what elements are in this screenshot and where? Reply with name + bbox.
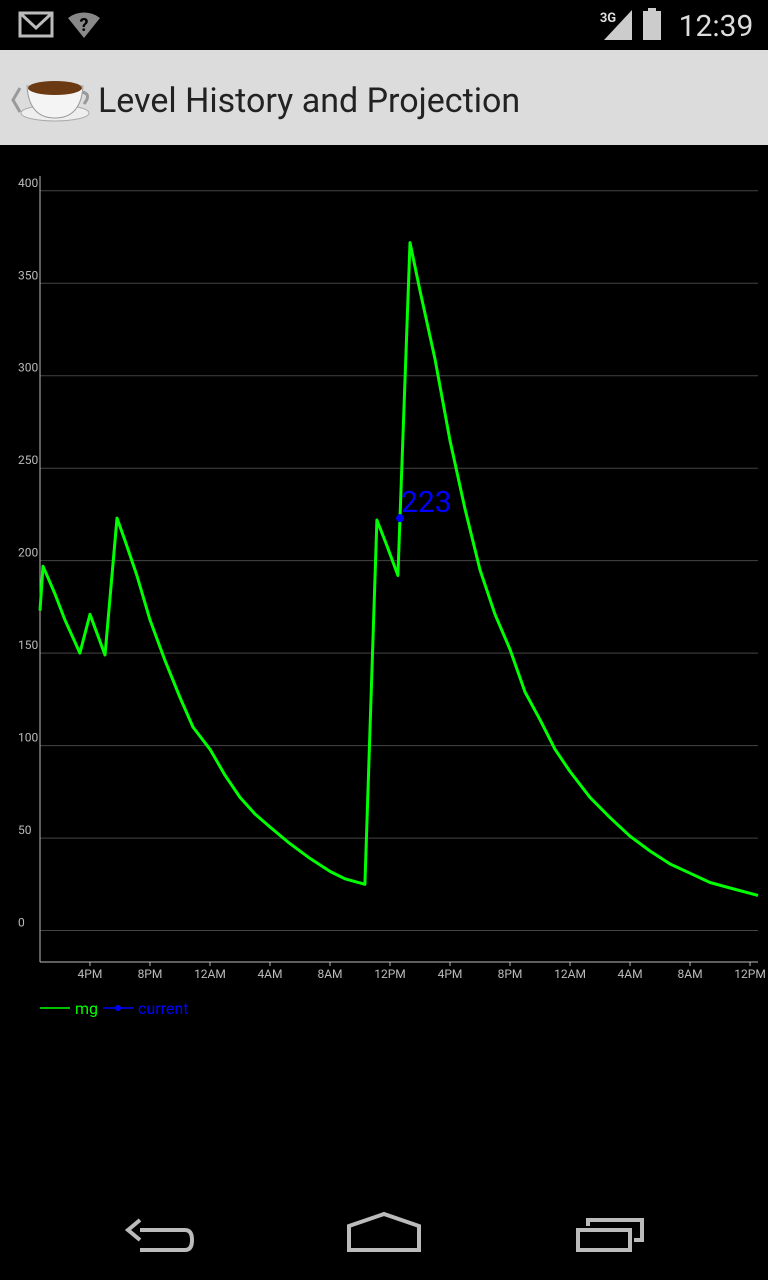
y-tick-label: 350 [18, 268, 38, 282]
x-tick-label: 4PM [438, 967, 463, 981]
signal-icon [604, 10, 632, 40]
x-tick-label: 8PM [138, 967, 163, 981]
network-type: 3G [600, 11, 616, 26]
x-tick-label: 4AM [257, 967, 282, 981]
back-caret[interactable] [11, 87, 22, 113]
y-tick-label: 100 [18, 731, 38, 745]
clock: 12:39 [679, 9, 754, 44]
x-tick-label: 12PM [374, 967, 406, 981]
app-bar[interactable] [0, 50, 768, 145]
series-line [38, 241, 759, 897]
legend-label: current [138, 999, 188, 1018]
legend-marker [115, 1005, 122, 1011]
battery-icon [643, 8, 661, 40]
y-tick-label: 200 [18, 546, 38, 560]
x-tick-label: 8AM [678, 967, 703, 981]
gmail-icon [18, 11, 54, 38]
x-tick-label: 12AM [194, 967, 226, 981]
nav-recents[interactable] [576, 1218, 644, 1252]
y-tick-label: 400 [18, 176, 38, 190]
nav-home[interactable] [347, 1211, 421, 1252]
y-tick-label: 250 [18, 453, 38, 467]
x-tick-label: 8AM [317, 967, 342, 981]
wifi-icon: ? [68, 12, 100, 38]
y-tick-label: 300 [18, 361, 38, 375]
x-tick-label: 12AM [554, 967, 586, 981]
y-tick-label: 150 [18, 638, 38, 652]
current-point [396, 514, 405, 523]
x-tick-label: 8PM [498, 967, 523, 981]
y-tick-label: 50 [18, 823, 32, 837]
x-tick-label: 4PM [78, 967, 103, 981]
data-label: 223 [401, 485, 452, 520]
legend-label: mg [75, 999, 98, 1018]
screen-title: Level History and Projection [98, 81, 520, 121]
y-tick-label: 0 [18, 916, 25, 930]
app-icon[interactable] [20, 81, 90, 122]
nav-back[interactable] [124, 1218, 195, 1252]
svg-text:?: ? [80, 15, 89, 36]
status-bar [0, 0, 768, 50]
x-tick-label: 12PM [734, 967, 766, 981]
x-tick-label: 4AM [618, 967, 643, 981]
